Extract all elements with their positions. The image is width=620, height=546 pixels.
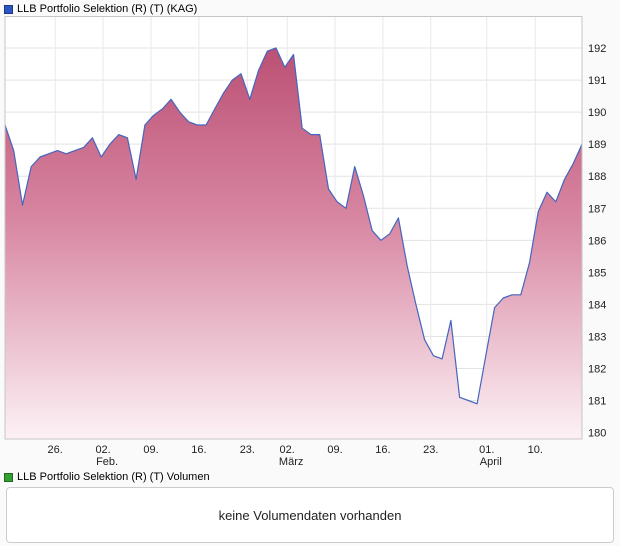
svg-text:191: 191: [588, 75, 606, 87]
svg-text:184: 184: [588, 299, 606, 311]
svg-text:23.: 23.: [423, 444, 438, 456]
volume-chart-title: LLB Portfolio Selektion (R) (T) Volumen: [17, 471, 210, 483]
volume-series-icon: [4, 472, 13, 482]
svg-text:Feb.: Feb.: [96, 456, 118, 468]
svg-text:180: 180: [588, 428, 606, 440]
svg-text:190: 190: [588, 107, 606, 119]
svg-text:182: 182: [588, 364, 606, 376]
svg-text:181: 181: [588, 396, 606, 408]
volume-chart-header: LLB Portfolio Selektion (R) (T) Volumen: [0, 468, 620, 484]
svg-text:186: 186: [588, 235, 606, 247]
svg-text:185: 185: [588, 267, 606, 279]
svg-text:10.: 10.: [528, 444, 543, 456]
svg-text:April: April: [480, 456, 502, 468]
no-volume-message: keine Volumendaten vorhanden: [218, 507, 402, 523]
svg-text:26.: 26.: [48, 444, 63, 456]
price-series-icon: [4, 4, 13, 14]
svg-text:02.: 02.: [280, 444, 295, 456]
svg-text:09.: 09.: [327, 444, 342, 456]
svg-text:188: 188: [588, 171, 606, 183]
svg-text:16.: 16.: [375, 444, 390, 456]
svg-text:01.: 01.: [479, 444, 494, 456]
svg-text:187: 187: [588, 203, 606, 215]
svg-text:192: 192: [588, 43, 606, 55]
svg-text:23.: 23.: [240, 444, 255, 456]
svg-text:183: 183: [588, 331, 606, 343]
svg-text:02.: 02.: [95, 444, 110, 456]
volume-panel: keine Volumendaten vorhanden: [6, 487, 614, 543]
svg-text:16.: 16.: [191, 444, 206, 456]
price-chart-title: LLB Portfolio Selektion (R) (T) (KAG): [17, 3, 198, 15]
svg-text:189: 189: [588, 139, 606, 151]
price-chart: 180 181 182 183 184 185 186 187 188 189 190 191 192 2…: [4, 16, 606, 468]
svg-text:März: März: [279, 456, 303, 468]
svg-text:09.: 09.: [143, 444, 158, 456]
price-chart-header: LLB Portfolio Selektion (R) (T) (KAG): [0, 0, 620, 16]
